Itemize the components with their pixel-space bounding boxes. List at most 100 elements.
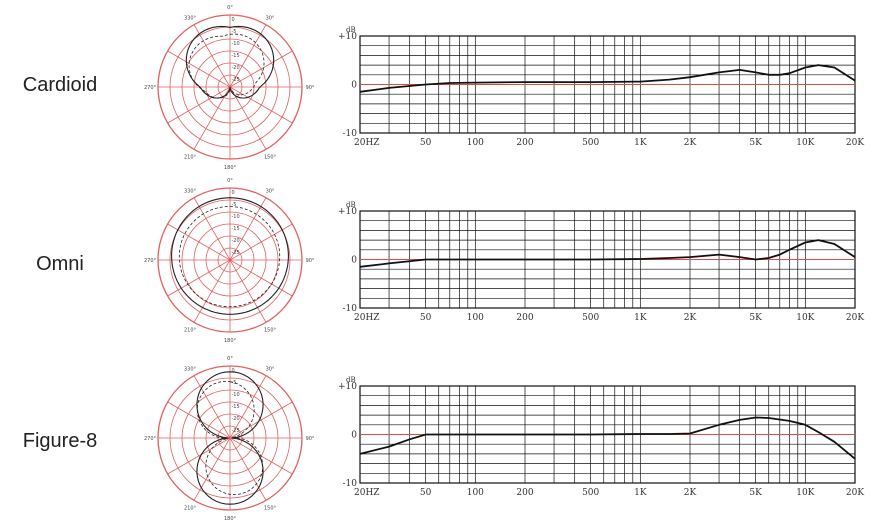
x-tick-label: 20K <box>846 488 864 498</box>
polar-ring-label: -15 <box>232 226 240 232</box>
polar-ring-label: 0 <box>232 368 235 374</box>
polar-pattern-curve-cardioid <box>188 33 265 99</box>
y-tick-label: -10 <box>343 129 358 139</box>
polar-ring-label: -25 <box>232 77 240 83</box>
y-tick-label: 0 <box>351 256 357 266</box>
polar-angle-label: 330° <box>184 189 197 195</box>
polar-plot-cardioid: 0 -5 -10 -15 -20 -25 0° 30° 90° 150° 180° 210° 270° 3… <box>144 5 315 171</box>
polar-angle-label: 30° <box>266 16 275 22</box>
polar-angle-label: 210° <box>184 154 197 160</box>
polar-ring-label: -25 <box>232 428 240 434</box>
x-tick-label: 5K <box>749 488 762 498</box>
response-curve-figure-8 <box>359 416 856 460</box>
x-tick-label: 200 <box>516 313 533 323</box>
polar-pattern-curve-figure-8 <box>196 371 264 505</box>
x-tick-label: 50 <box>420 138 432 148</box>
pattern-label-cardioid: Cardioid <box>22 74 98 96</box>
frequency-response-omni: +10 0 -10 dB 20HZ 50 100 200 500 1K 2K 5K 10K 20K <box>338 201 864 323</box>
polar-angle-label: 180° <box>224 165 237 171</box>
y-tick-label: +10 <box>338 32 357 42</box>
polar-angle-label: 0° <box>227 356 233 362</box>
x-tick-label: 50 <box>420 313 432 323</box>
polar-ring-label: -15 <box>232 404 240 410</box>
polar-pattern-curve-omni <box>171 197 289 315</box>
polar-ring-label: -5 <box>232 380 237 386</box>
polar-angle-label: 30° <box>266 367 275 373</box>
polar-plot-figure-8: 0 -5 -10 -15 -20 -25 0° 30° 90° 150° 180° 210° 270° 3… <box>144 356 315 522</box>
polar-ring-label: 0 <box>232 190 235 196</box>
polar-angle-label: 210° <box>184 327 197 333</box>
polar-ring-label: -10 <box>232 214 240 220</box>
polar-ring-label: -10 <box>232 41 240 47</box>
polar-plot-omni: 0 -5 -10 -15 -20 -25 0° 30° 90° 150° 180° 210° 270° 3… <box>144 178 315 344</box>
cardioid-row: Cardioid 0 -5 -10 -15 -20 -25 0° 30° 90° 150° 180°… <box>0 0 892 175</box>
x-tick-label: 50 <box>420 488 432 498</box>
polar-pattern-curve-figure-8 <box>196 380 264 496</box>
polar-ring-label: -20 <box>232 416 240 422</box>
y-axis-unit-cardioid: dB <box>346 26 356 34</box>
y-tick-label: -10 <box>343 479 358 489</box>
polar-ring-label: -25 <box>232 250 240 256</box>
x-tick-label: 500 <box>582 138 599 148</box>
polar-ring-label: -20 <box>232 238 240 244</box>
polar-angle-label: 180° <box>224 516 237 522</box>
x-tick-label: 10K <box>796 313 814 323</box>
polar-angle-label: 270° <box>144 85 157 91</box>
x-tick-label: 100 <box>467 313 484 323</box>
y-tick-label: 0 <box>351 431 357 441</box>
polar-angle-label: 330° <box>184 367 197 373</box>
polar-ring-label: -20 <box>232 65 240 71</box>
polar-angle-label: 180° <box>224 338 237 344</box>
polar-spoke <box>193 197 267 323</box>
x-tick-label: 20K <box>846 313 864 323</box>
polar-angle-label: 270° <box>144 436 157 442</box>
x-tick-label: 500 <box>582 313 599 323</box>
figure-8-row: Figure-8 0 -5 -10 -15 -20 -25 0° 30° 90° 150° 180°… <box>0 350 892 525</box>
polar-ring-label: 0 <box>232 17 235 23</box>
x-tick-label: 1K <box>634 138 647 148</box>
x-tick-label: 100 <box>467 138 484 148</box>
polar-angle-label: 90° <box>306 258 315 264</box>
polar-ring-label: -5 <box>232 29 237 35</box>
x-tick-label: 20HZ <box>354 313 380 323</box>
polar-angle-label: 90° <box>306 436 315 442</box>
pattern-label-omni: Omni <box>36 253 84 275</box>
polar-angle-label: 30° <box>266 189 275 195</box>
polar-pattern-curve-omni <box>178 206 281 308</box>
polar-angle-label: 0° <box>227 5 233 11</box>
x-tick-label: 500 <box>582 488 599 498</box>
omni-row: Omni 0 -5 -10 -15 -20 -25 0° 30° 90° 150° 180° 210°… <box>0 175 892 350</box>
polar-angle-label: 210° <box>184 505 197 511</box>
polar-spoke <box>193 375 267 501</box>
x-tick-label: 2K <box>684 138 697 148</box>
polar-angle-label: 270° <box>144 258 157 264</box>
frequency-response-figure-8: +10 0 -10 dB 20HZ 50 100 200 500 1K 2K 5K 10K 20K <box>338 376 864 498</box>
x-tick-label: 10K <box>796 488 814 498</box>
polar-angle-label: 330° <box>184 16 197 22</box>
polar-grid-figure-8 <box>157 365 303 511</box>
polar-angle-label: 150° <box>264 327 277 333</box>
y-axis-unit-figure-8: dB <box>346 376 356 384</box>
x-tick-label: 200 <box>516 488 533 498</box>
response-curve-cardioid <box>359 64 856 93</box>
polar-angle-label: 0° <box>227 178 233 184</box>
y-tick-label: 0 <box>351 81 357 91</box>
polar-ring-label: -15 <box>232 53 240 59</box>
frequency-response-cardioid: +10 0 -10 dB 20HZ 50 100 200 500 1K 2K 5K 10K 20K <box>338 26 864 148</box>
x-tick-label: 5K <box>749 138 762 148</box>
polar-ring-label: -5 <box>232 202 237 208</box>
polar-angle-label: 90° <box>306 85 315 91</box>
polar-ring-label: -10 <box>232 392 240 398</box>
x-tick-label: 10K <box>796 138 814 148</box>
polar-angle-label: 150° <box>264 154 277 160</box>
x-tick-label: 100 <box>467 488 484 498</box>
x-tick-label: 20HZ <box>354 138 380 148</box>
x-tick-label: 1K <box>634 313 647 323</box>
y-tick-label: -10 <box>343 304 358 314</box>
response-curve-omni <box>359 239 856 268</box>
x-tick-label: 200 <box>516 138 533 148</box>
x-tick-label: 20K <box>846 138 864 148</box>
x-tick-label: 1K <box>634 488 647 498</box>
x-tick-label: 2K <box>684 313 697 323</box>
y-tick-label: +10 <box>338 382 357 392</box>
